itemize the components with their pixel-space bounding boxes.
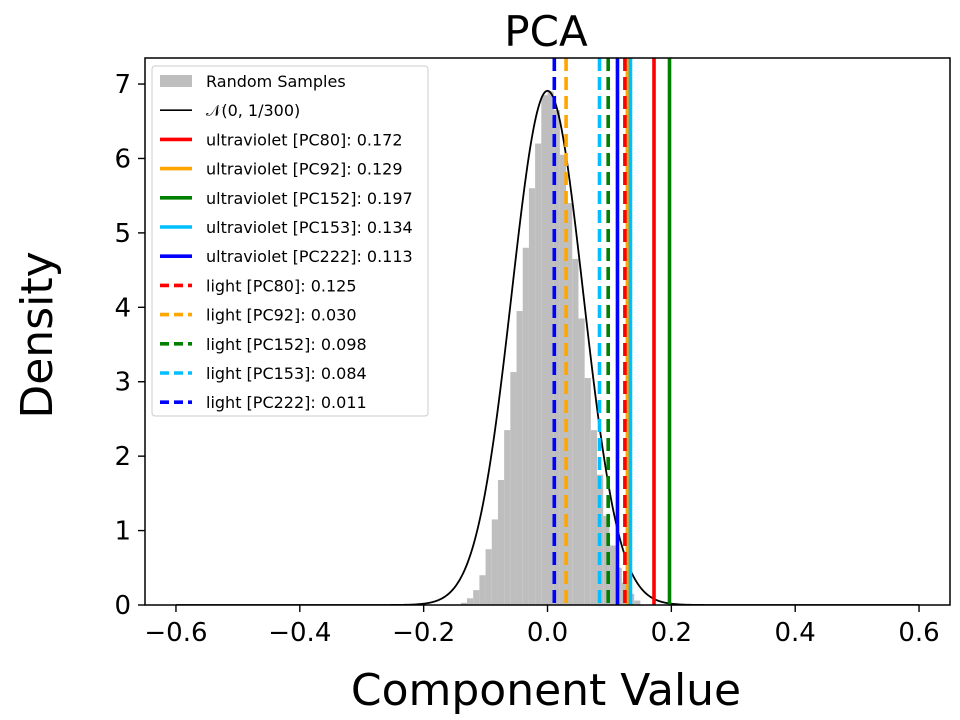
y-tick-label: 4 <box>114 293 131 323</box>
histogram-bar <box>559 154 567 605</box>
x-axis-label: Component Value <box>351 665 741 716</box>
legend: Random Samples 𝒩(0, 1/300) ultraviolet [PC… <box>151 65 429 417</box>
histogram-bar <box>584 378 591 605</box>
y-tick-label: 2 <box>114 442 131 472</box>
y-tick-label: 0 <box>114 591 131 621</box>
x-tick-label: −0.6 <box>144 618 207 648</box>
legend-label: light [PC92]: 0.030 <box>206 306 357 325</box>
histogram-bar <box>504 430 511 605</box>
legend-swatch-samples <box>160 75 192 87</box>
x-tick-label: −0.4 <box>268 618 331 648</box>
legend-label: ultraviolet [PC92]: 0.129 <box>206 160 403 179</box>
x-axis: −0.6 −0.4 −0.2 0.0 0.2 0.4 0.6 <box>144 605 940 648</box>
legend-label: ultraviolet [PC152]: 0.197 <box>206 189 413 208</box>
legend-label: light [PC80]: 0.125 <box>206 276 357 295</box>
histogram-bar <box>467 598 474 605</box>
x-tick-label: 0.0 <box>527 618 568 648</box>
histogram-bar <box>460 602 467 605</box>
histogram-bar <box>497 479 505 605</box>
x-tick-label: 0.6 <box>898 618 939 648</box>
histogram-bar <box>590 430 598 605</box>
histogram-bar <box>485 549 492 605</box>
y-tick-label: 6 <box>114 144 131 174</box>
y-axis: 0 1 2 3 4 5 6 7 <box>114 70 145 621</box>
y-tick-label: 7 <box>114 70 131 100</box>
plot-content <box>175 58 920 605</box>
histogram-bar <box>572 258 579 605</box>
histogram-bar <box>510 372 517 605</box>
histogram-bar <box>479 575 486 605</box>
histogram-bar <box>578 318 585 605</box>
histogram-bar <box>603 515 610 605</box>
plot-area <box>175 58 920 605</box>
legend-label: Random Samples <box>206 72 346 91</box>
histogram-bar <box>609 545 616 605</box>
legend-box <box>151 65 429 417</box>
x-tick-label: −0.2 <box>392 618 455 648</box>
y-axis-label: Density <box>12 251 63 418</box>
x-tick-label: 0.4 <box>775 618 816 648</box>
histogram-bar <box>491 519 498 605</box>
x-tick-label: 0.2 <box>651 618 692 648</box>
histogram-bar <box>528 188 536 605</box>
legend-label: light [PC222]: 0.011 <box>206 393 367 412</box>
normal-curve-line <box>175 89 920 605</box>
histogram-bar <box>541 95 548 605</box>
legend-label: light [PC153]: 0.084 <box>206 364 367 383</box>
legend-label: ultraviolet [PC153]: 0.134 <box>206 218 413 237</box>
histogram-bar <box>522 247 529 605</box>
y-tick-label: 1 <box>114 517 131 547</box>
histogram-bar <box>566 203 573 605</box>
legend-label: ultraviolet [PC80]: 0.172 <box>206 130 403 149</box>
y-tick-label: 5 <box>114 219 131 249</box>
histogram-bar <box>634 600 641 605</box>
histogram-bar <box>473 590 480 605</box>
histogram-bar <box>535 143 542 605</box>
chart-title: PCA <box>504 7 588 56</box>
histogram-bar <box>547 91 554 605</box>
histogram-bar <box>553 110 560 605</box>
legend-label: ultraviolet [PC222]: 0.113 <box>206 247 413 266</box>
legend-label: 𝒩(0, 1/300) <box>206 101 300 120</box>
legend-label: light [PC152]: 0.098 <box>206 335 367 354</box>
histogram-bar <box>516 311 523 605</box>
y-tick-label: 3 <box>114 368 131 398</box>
